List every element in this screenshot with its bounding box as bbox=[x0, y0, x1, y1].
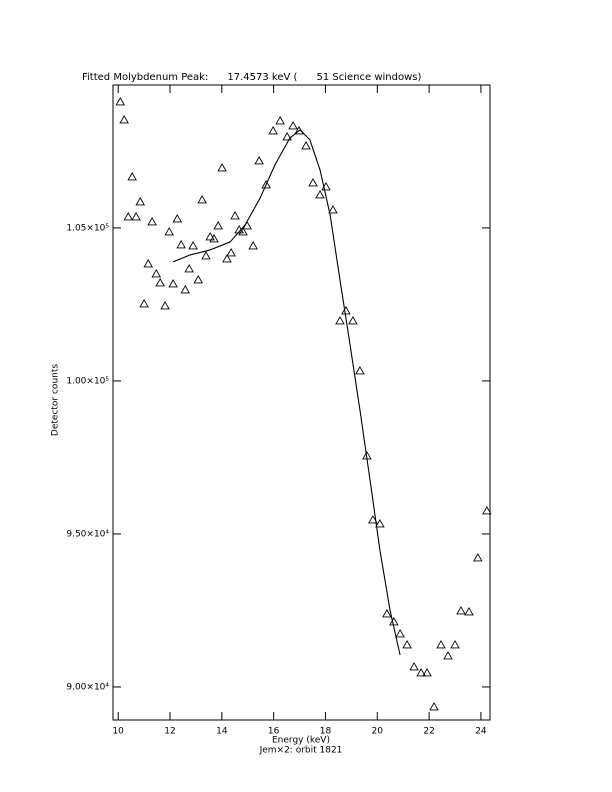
data-point bbox=[328, 205, 338, 214]
data-point bbox=[123, 212, 134, 221]
data-point bbox=[222, 254, 232, 263]
chart-title: Fitted Molybdenum Peak: 17.4573 keV ( 51… bbox=[82, 72, 422, 83]
data-point bbox=[205, 232, 215, 241]
data-point bbox=[143, 258, 154, 268]
data-point bbox=[188, 240, 198, 250]
data-point bbox=[308, 177, 318, 187]
x-tick-label: 18 bbox=[320, 727, 332, 737]
data-point bbox=[127, 171, 137, 181]
y-tick-label: 9.50×10⁴ bbox=[66, 529, 109, 539]
subtitle: Jem×2: orbit 1821 bbox=[259, 746, 343, 756]
data-point bbox=[443, 651, 453, 660]
data-point bbox=[464, 607, 474, 616]
data-point bbox=[201, 251, 211, 260]
y-tick-label: 9.00×10⁴ bbox=[66, 682, 109, 692]
data-point bbox=[147, 217, 157, 226]
data-point bbox=[422, 668, 432, 677]
x-tick-label: 16 bbox=[268, 727, 280, 737]
data-point bbox=[254, 155, 264, 165]
data-point bbox=[402, 640, 412, 649]
data-point bbox=[131, 212, 141, 221]
x-tick-label: 14 bbox=[216, 727, 228, 737]
data-point bbox=[355, 366, 365, 375]
x-tick-label: 12 bbox=[164, 727, 175, 737]
data-point bbox=[275, 115, 285, 125]
data-point bbox=[184, 264, 194, 273]
data-point bbox=[416, 668, 426, 677]
data-point bbox=[160, 301, 170, 310]
data-point bbox=[409, 662, 419, 671]
x-axis-label: Energy (keV) bbox=[272, 736, 330, 746]
x-tick-label: 10 bbox=[112, 727, 124, 737]
data-point bbox=[288, 121, 298, 130]
data-point bbox=[168, 279, 178, 288]
data-point bbox=[176, 240, 186, 249]
y-tick-label: 1.00×10⁵ bbox=[66, 376, 109, 386]
data-point bbox=[193, 274, 204, 284]
data-point bbox=[248, 240, 258, 250]
data-point bbox=[217, 162, 227, 172]
data-point bbox=[155, 277, 165, 287]
data-point bbox=[301, 140, 311, 150]
data-point bbox=[268, 125, 278, 135]
data-point bbox=[341, 305, 351, 315]
data-point bbox=[436, 640, 446, 649]
y-axis-label: Detector counts bbox=[51, 364, 61, 436]
data-point bbox=[389, 617, 399, 626]
data-point bbox=[382, 609, 392, 618]
data-point bbox=[456, 606, 466, 615]
data-point bbox=[450, 640, 460, 649]
data-point bbox=[395, 629, 405, 638]
y-tick-label: 1.05×10⁵ bbox=[66, 223, 109, 233]
data-point bbox=[348, 316, 358, 325]
data-point bbox=[135, 196, 145, 206]
data-point bbox=[119, 115, 129, 124]
data-point bbox=[164, 227, 175, 236]
x-tick-label: 20 bbox=[372, 727, 384, 737]
data-point bbox=[139, 299, 149, 308]
data-point bbox=[151, 269, 162, 278]
data-point bbox=[230, 211, 240, 220]
plot-frame bbox=[112, 84, 491, 721]
x-tick-label: 22 bbox=[423, 727, 434, 737]
data-point bbox=[375, 519, 385, 528]
data-point bbox=[238, 227, 248, 236]
data-point bbox=[473, 553, 483, 562]
data-point bbox=[226, 248, 236, 257]
fit-line bbox=[172, 129, 401, 656]
data-point bbox=[335, 316, 345, 325]
data-point bbox=[261, 180, 271, 189]
data-point bbox=[172, 214, 183, 223]
data-point bbox=[209, 233, 219, 243]
data-point bbox=[368, 515, 378, 524]
x-tick-label: 24 bbox=[475, 727, 487, 737]
data-point bbox=[115, 96, 126, 106]
data-point bbox=[429, 702, 439, 711]
data-point bbox=[180, 285, 191, 294]
data-point bbox=[282, 131, 292, 141]
data-point bbox=[213, 221, 223, 230]
data-point bbox=[315, 190, 325, 199]
data-point bbox=[197, 195, 207, 204]
data-point bbox=[482, 506, 492, 515]
